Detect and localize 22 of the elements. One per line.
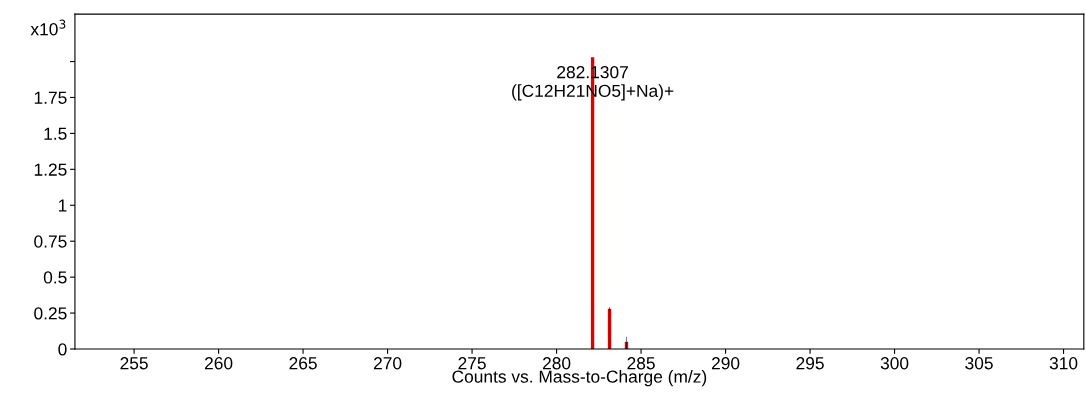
- y-tick-label: 1.25: [34, 163, 67, 176]
- text: x10$^{3}$: [30, 19, 66, 36]
- x-axis-title: Counts vs. Mass-to-Charge (m/z): [452, 370, 707, 387]
- y-tick-label: 0.5: [43, 271, 67, 284]
- y-tick-label: 1.75: [34, 91, 67, 104]
- x-tick-label: 280: [542, 357, 571, 370]
- x-tick-label: 275: [458, 357, 486, 370]
- x-tick-label: 305: [965, 357, 993, 370]
- y-tick-label: 0.75: [34, 235, 67, 248]
- y-tick-label: 1.5: [44, 127, 67, 140]
- x-tick-label: 290: [711, 357, 740, 370]
- x-tick-label: 260: [204, 357, 233, 370]
- x-tick-label: 300: [880, 357, 909, 370]
- x-tick-label: 295: [796, 357, 824, 370]
- x-tick-label: 285: [627, 357, 655, 370]
- x-tick-label: 255: [120, 357, 148, 370]
- x-tick-label: 310: [1049, 357, 1078, 370]
- y-tick-label: 1: [58, 199, 67, 212]
- y-tick-label: 0.25: [34, 307, 67, 320]
- x-tick-label: 265: [289, 357, 317, 370]
- y-tick-label: 0: [58, 343, 67, 356]
- x-tick-label: 270: [373, 357, 402, 370]
